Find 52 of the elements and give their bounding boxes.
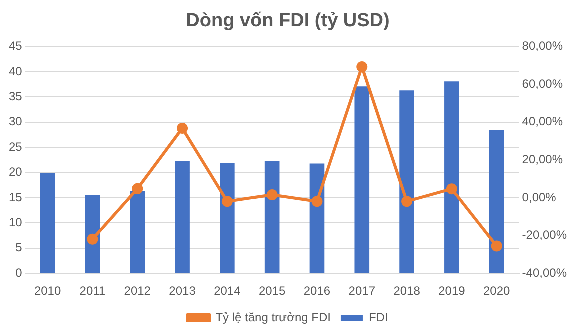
y-tick-label: 0 [16,266,23,280]
bar [264,161,280,274]
x-tick-label: 2018 [394,284,421,298]
legend-label: Tỷ lệ tăng trưởng FDI [216,310,331,324]
point [266,189,278,200]
y2-tick-label: 20,00% [522,152,564,167]
y-tick-label: 15 [8,190,23,204]
bar [40,173,56,274]
y-tick-label: 25 [8,140,23,154]
chart-title: Dòng vốn FDI (tỷ USD) [186,10,390,32]
point [87,234,98,245]
bar [85,194,100,274]
point [491,240,502,252]
y-tick-label: 40 [8,64,23,78]
y-tick-label: 20 [8,165,23,180]
bar [444,82,460,274]
bar [175,161,190,274]
point [222,196,233,208]
point [132,183,144,194]
point [312,196,323,208]
y2-tick-label: -20,00% [522,228,568,242]
legend-label: FDI [368,310,388,324]
x-tick-label: 2013 [169,284,196,298]
y-tick-label: 30 [8,114,23,129]
y-tick-label: 5 [16,240,23,255]
x-tick-label: 2011 [80,284,106,298]
y2-tick-label: 80,00% [522,39,564,54]
bar [220,163,235,274]
bar [354,86,370,274]
bar [310,164,325,274]
x-tick-label: 2020 [484,284,511,298]
point [177,122,188,134]
point [356,62,368,73]
y-tick-label: 10 [8,216,23,230]
bar [400,90,414,274]
x-tick-label: 2019 [438,284,466,298]
y2-tick-label: -40,00% [522,266,568,280]
y-tick-label: 45 [8,39,23,54]
y2-tick-label: 40,00% [522,114,564,129]
x-tick-label: 2010 [34,284,62,298]
y-tick-label: 35 [8,90,23,104]
y2-tick-label: 60,00% [522,76,564,91]
point [402,196,413,208]
x-tick-label: 2017 [348,284,376,298]
x-tick-label: 2015 [258,284,286,298]
bar [489,130,504,274]
y2-tick-label: 0,00% [522,190,557,204]
bar [130,191,146,274]
x-tick-label: 2016 [304,284,331,298]
x-tick-label: 2012 [124,284,152,298]
point [446,184,458,195]
x-tick-label: 2014 [214,284,242,298]
